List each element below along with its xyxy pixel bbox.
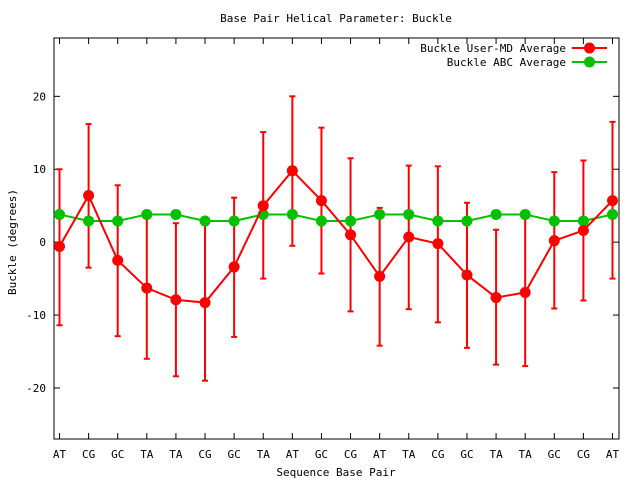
data-point-user-md [141,282,153,294]
data-point-user-md [432,238,444,250]
data-point-user-md [228,261,240,273]
y-tick-label: 10 [33,163,46,176]
x-tick-label: TA [257,448,271,461]
error-bars [56,95,616,382]
data-point-abc [432,215,444,227]
legend-label: Buckle ABC Average [447,56,566,69]
y-tick-label: 0 [39,236,46,249]
legend-label: Buckle User-MD Average [420,42,566,55]
x-tick-label: GC [548,448,561,461]
data-point-abc [315,215,327,227]
y-axis-label: Buckle (degrees) [6,189,19,295]
data-point-user-md [519,286,531,298]
data-point-abc [490,208,502,220]
data-point-abc [228,215,240,227]
series-layer [54,165,618,309]
x-tick-label: AT [373,448,387,461]
data-point-abc [374,208,386,220]
axis-ticks: -20 -10 0 10 20 AT CG GC TA TA CG GC TA AT GC CG AT TA CG G… [26,38,619,461]
data-point-user-md [54,241,65,253]
data-point-user-md [83,189,95,201]
data-point-user-md [607,195,618,207]
data-point-user-md [403,231,415,243]
plot-area-frame [53,37,620,440]
data-point-user-md [577,224,589,236]
data-point-user-md [490,292,502,304]
x-axis-label: Sequence Base Pair [276,466,396,479]
legend-marker [584,56,595,68]
data-point-user-md [461,269,473,281]
x-tick-label: CG [431,448,444,461]
x-tick-label: AT [286,448,300,461]
y-tick-label: -20 [26,382,46,395]
data-point-abc [54,208,65,220]
x-tick-label: GC [111,448,124,461]
x-tick-label: GC [460,448,473,461]
x-tick-label: CG [577,448,590,461]
chart-title: Base Pair Helical Parameter: Buckle [220,12,452,25]
data-point-user-md [345,229,357,241]
data-point-abc [199,215,211,227]
x-tick-label: CG [344,448,357,461]
y-tick-label: -10 [26,309,46,322]
x-tick-label: CG [82,448,95,461]
data-point-abc [403,208,415,220]
x-tick-label: GC [315,448,328,461]
data-point-user-md [315,195,327,207]
data-point-abc [112,215,124,227]
x-tick-label: GC [228,448,241,461]
x-tick-label: AT [606,448,620,461]
data-point-abc [141,208,153,220]
data-point-user-md [170,294,182,306]
x-tick-label: CG [198,448,211,461]
data-point-user-md [199,297,211,309]
x-tick-label: AT [53,448,67,461]
data-point-abc [548,215,560,227]
data-point-user-md [257,200,269,212]
x-tick-label: TA [169,448,183,461]
data-point-abc [83,215,95,227]
legend-marker [584,42,595,54]
data-point-user-md [112,254,124,266]
x-tick-label: TA [489,448,503,461]
data-point-abc [577,215,589,227]
x-tick-label: TA [519,448,533,461]
y-tick-label: 20 [33,90,46,103]
series-line-user-md [58,169,614,304]
data-point-abc [286,208,298,220]
data-point-abc [170,208,182,220]
data-point-user-md [374,270,386,282]
data-point-abc [607,208,618,220]
x-tick-label: TA [402,448,416,461]
x-tick-label: TA [140,448,154,461]
data-point-user-md [548,235,560,247]
data-point-abc [345,215,357,227]
data-point-user-md [286,165,298,177]
data-point-abc [461,215,473,227]
data-point-abc [519,208,531,220]
